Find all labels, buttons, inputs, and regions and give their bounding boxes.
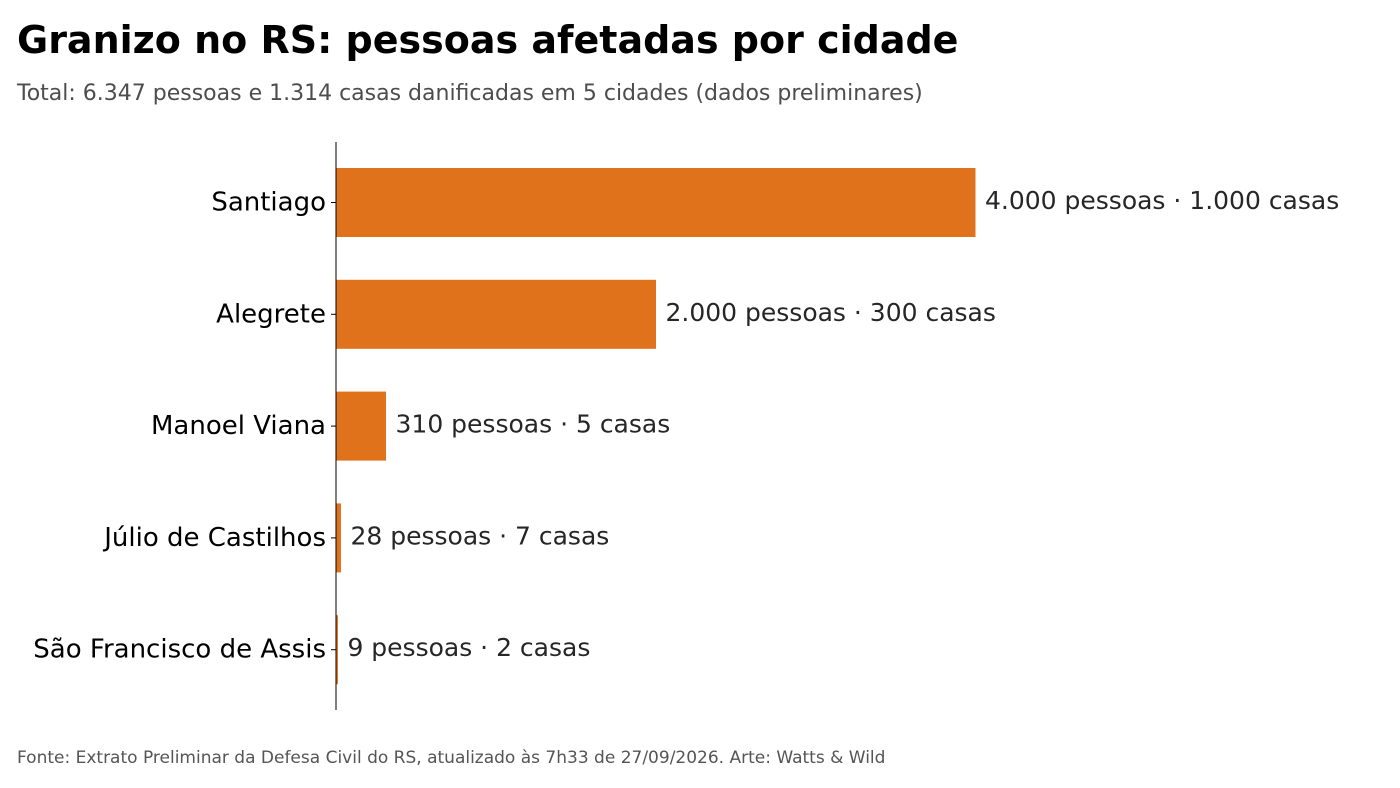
y-tick-label: Alegrete bbox=[216, 299, 326, 329]
y-tick-label: Júlio de Castilhos bbox=[102, 523, 326, 553]
bar bbox=[336, 503, 341, 573]
source-note: Fonte: Extrato Preliminar da Defesa Civi… bbox=[17, 748, 886, 768]
bar bbox=[336, 168, 976, 237]
data-label: 28 pessoas · 7 casas bbox=[350, 521, 609, 550]
chart-subtitle: Total: 6.347 pessoas e 1.314 casas danif… bbox=[17, 81, 923, 106]
data-label: 310 pessoas · 5 casas bbox=[396, 410, 671, 439]
data-label: 2.000 pessoas · 300 casas bbox=[666, 298, 996, 327]
data-label: 4.000 pessoas · 1.000 casas bbox=[985, 186, 1339, 215]
bars-layer: Santiago 4.000 pessoas · 1.000 casas Alegr… bbox=[33, 168, 1339, 685]
data-label: 9 pessoas · 2 casas bbox=[347, 633, 590, 662]
bar bbox=[336, 391, 387, 461]
bar-chart: Santiago 4.000 pessoas · 1.000 casas Alegr… bbox=[33, 142, 1339, 710]
y-tick-label: Manoel Viana bbox=[151, 411, 326, 441]
chart-title: Granizo no RS: pessoas afetadas por cida… bbox=[17, 18, 959, 62]
y-tick-label: Santiago bbox=[211, 188, 326, 218]
bar bbox=[336, 615, 338, 685]
bar bbox=[336, 279, 656, 349]
y-tick-label: São Francisco de Assis bbox=[33, 635, 326, 665]
